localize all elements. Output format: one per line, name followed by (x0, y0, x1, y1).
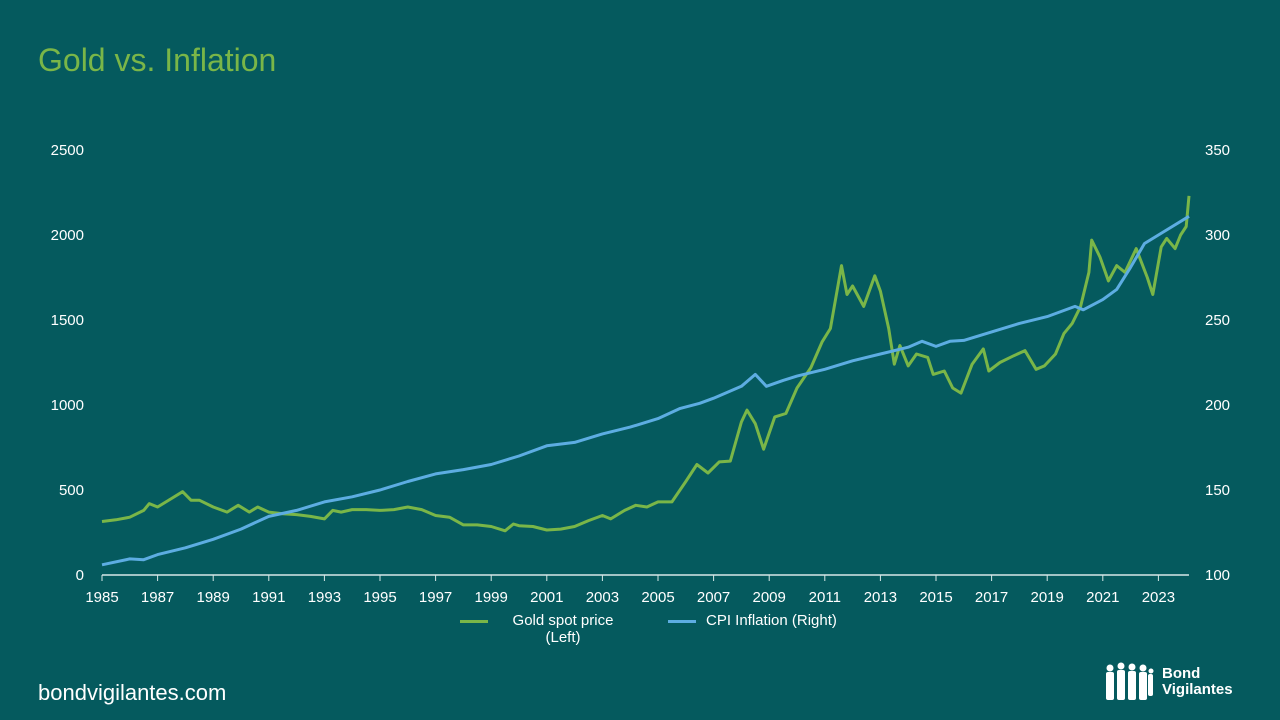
y-right-tick-label: 150 (1205, 482, 1230, 499)
x-tick-label: 2013 (864, 589, 897, 606)
x-tick-label: 1987 (141, 589, 174, 606)
people-silhouette-icon (1106, 662, 1154, 700)
cpi-inflation-line (101, 215, 1190, 567)
legend-label-gold: Gold spot price (512, 612, 614, 629)
x-tick-label: 1985 (85, 589, 118, 606)
x-tick-label: 2009 (753, 589, 786, 606)
legend-item-gold: Gold spot price (Left) (460, 612, 628, 646)
y-left-tick-label: 1000 (51, 397, 84, 414)
x-tick-label: 1997 (419, 589, 452, 606)
x-tick-label: 2003 (586, 589, 619, 606)
legend-label-cpi: CPI Inflation (Right) (706, 612, 837, 629)
legend-swatch-gold (460, 620, 488, 623)
x-tick-label: 2017 (975, 589, 1008, 606)
legend-swatch-cpi (668, 620, 696, 623)
y-left-tick-label: 500 (59, 482, 84, 499)
x-tick-label: 2019 (1031, 589, 1064, 606)
x-tick-label: 1995 (363, 589, 396, 606)
x-tick-label: 1989 (197, 589, 230, 606)
y-right-tick-label: 100 (1205, 567, 1230, 584)
x-tick-label: 2005 (641, 589, 674, 606)
logo-text-line2: Vigilantes (1162, 681, 1233, 698)
x-tick-label: 1993 (308, 589, 341, 606)
y-left-tick-label: 2500 (51, 142, 84, 159)
y-right-tick-label: 200 (1205, 397, 1230, 414)
legend-item-cpi: CPI Inflation (Right) (668, 612, 837, 646)
bond-vigilantes-logo: Bond Vigilantes (1102, 662, 1233, 702)
x-tick-label: 2001 (530, 589, 563, 606)
logo-text-line1: Bond (1162, 665, 1201, 682)
gold-price-line (101, 195, 1191, 533)
legend: Gold spot price (Left) CPI Inflation (Ri… (460, 612, 837, 646)
chart-title: Gold vs. Inflation (38, 42, 277, 78)
x-tick-label: 2011 (809, 589, 841, 606)
x-tick-label: 2021 (1086, 589, 1119, 606)
x-tick-label: 2023 (1142, 589, 1175, 606)
y-right-tick-label: 300 (1205, 227, 1230, 244)
y-left-tick-label: 1500 (51, 312, 84, 329)
y-right-tick-label: 250 (1205, 312, 1230, 329)
y-right-tick-label: 350 (1205, 142, 1230, 159)
footer-url[interactable]: bondvigilantes.com (38, 680, 227, 705)
x-tick-label: 1991 (252, 589, 285, 606)
x-tick-label: 1999 (475, 589, 508, 606)
legend-label-gold-axis: (Left) (545, 629, 581, 646)
x-tick-label: 2015 (919, 589, 952, 606)
y-left-tick-label: 2000 (51, 227, 84, 244)
y-left-tick-label: 0 (76, 567, 84, 584)
x-tick-label: 2007 (697, 589, 730, 606)
